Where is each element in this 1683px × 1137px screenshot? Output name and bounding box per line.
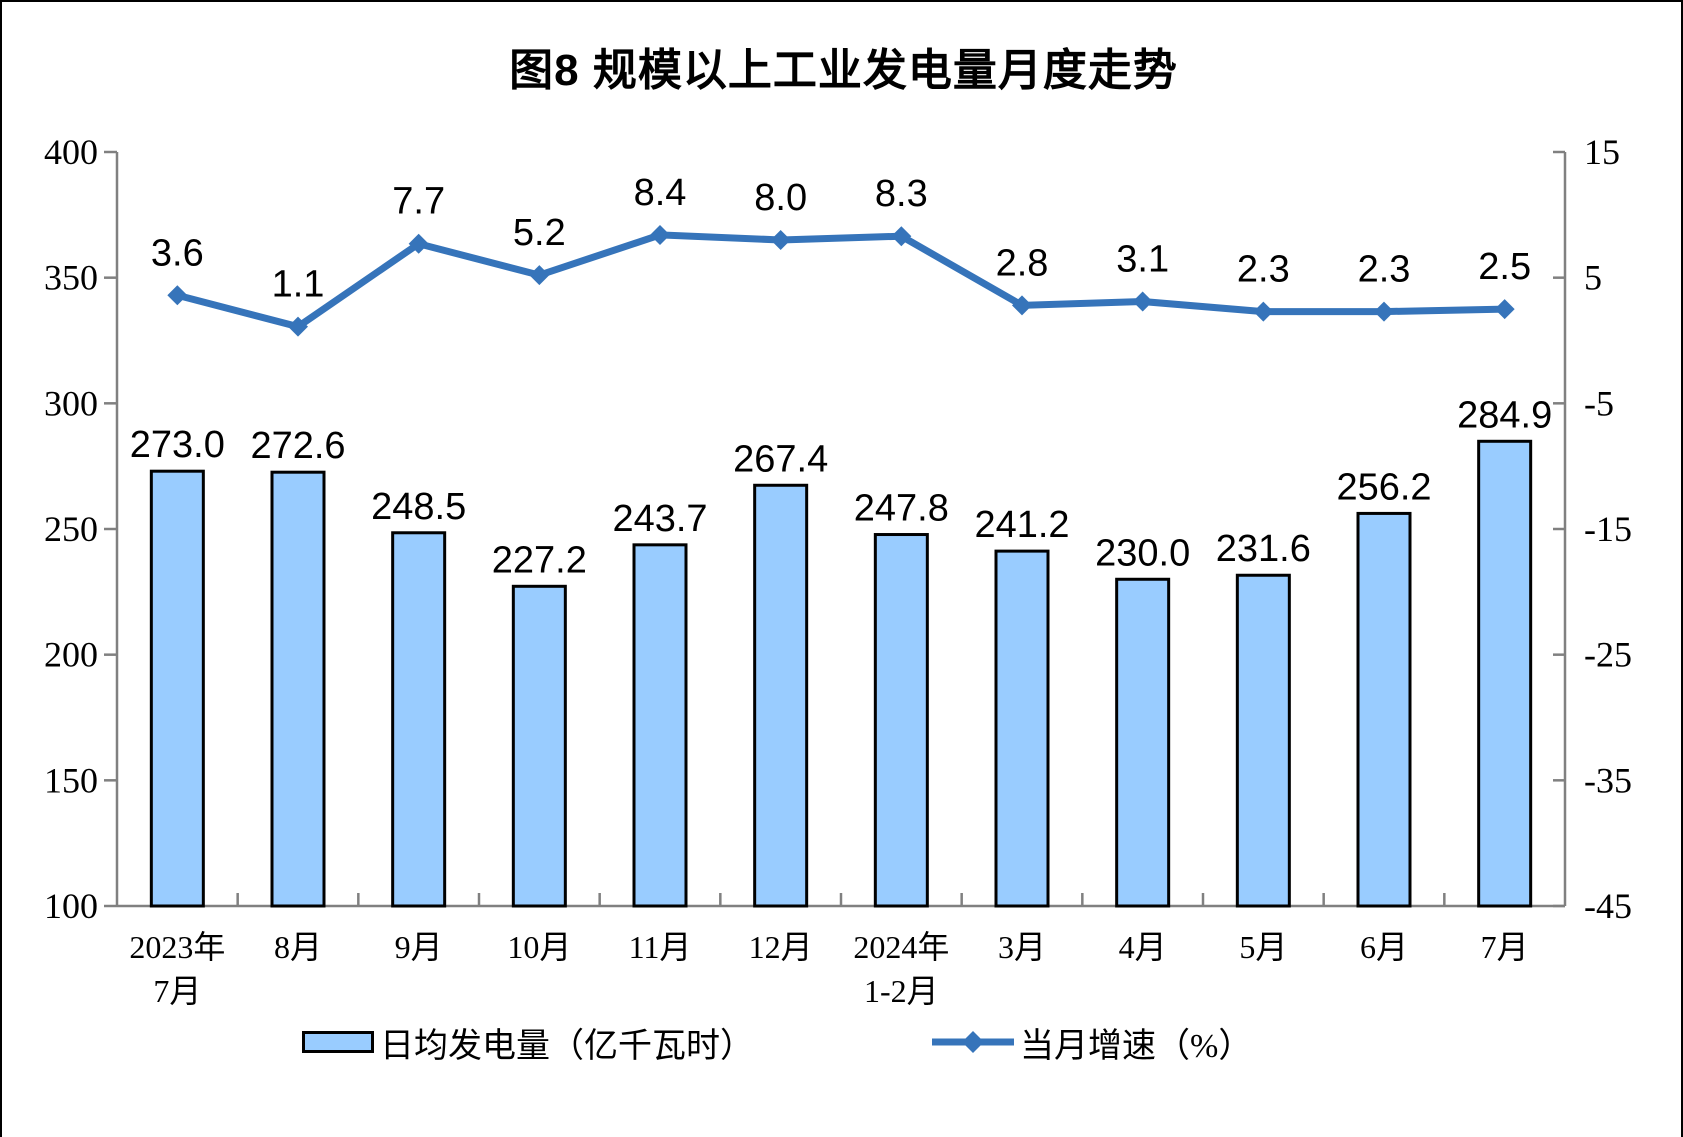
bar [632, 543, 688, 908]
bar-value-label: 284.9 [1457, 394, 1552, 436]
bar [994, 549, 1050, 908]
bar [270, 470, 326, 908]
line-marker-icon [1132, 291, 1153, 312]
left-axis-tick-label: 150 [44, 760, 98, 800]
bar [1115, 577, 1171, 908]
line-value-label: 1.1 [272, 264, 325, 306]
trend-line [176, 231, 1505, 331]
category-label: 1-2月 [864, 973, 939, 1009]
category-label: 11月 [629, 929, 692, 965]
legend-item-bars: 日均发电量（亿千瓦时） [302, 1018, 754, 1066]
line-marker-icon [288, 316, 308, 337]
category-label: 2023年 [129, 929, 225, 965]
category-label: 12月 [749, 929, 813, 965]
bar-value-label: 247.8 [854, 488, 949, 530]
right-axis-tick-label: 15 [1584, 132, 1620, 172]
left-axis-tick-label: 300 [44, 383, 98, 423]
line-marker-icon [408, 233, 429, 254]
bar-value-label: 241.2 [974, 504, 1069, 546]
bar-value-label: 230.0 [1095, 532, 1190, 574]
category-label: 7月 [1481, 929, 1529, 965]
chart-plot-canvas: 400 350 300 250 200 150 100 15 5 -5 -15 -25 -35 -45 20… [44, 132, 1632, 1009]
line-value-label: 2.8 [996, 242, 1049, 284]
bar-value-label: 273.0 [130, 424, 225, 466]
category-label: 7月 [153, 973, 201, 1009]
right-axis-tick-label: -35 [1584, 760, 1632, 800]
bar-value-label: 256.2 [1336, 466, 1431, 508]
line-marker-icon [891, 226, 912, 247]
bar-value-label: 272.6 [250, 425, 345, 467]
line-value-label: 3.6 [151, 232, 204, 274]
bar-value-label: 243.7 [612, 498, 707, 540]
left-axis-tick-label: 100 [44, 886, 98, 926]
legend-line-label: 当月增速（%） [1020, 1027, 1253, 1065]
bar [753, 483, 809, 908]
line-marker-icon [1012, 295, 1032, 316]
bar [391, 531, 447, 908]
line-value-label: 8.4 [634, 172, 687, 214]
category-label: 9月 [395, 929, 443, 965]
category-label: 6月 [1360, 929, 1408, 965]
line-marker-icon [650, 224, 670, 245]
bar [149, 469, 205, 908]
line-series-swatch-icon [932, 1031, 1014, 1053]
bar [873, 533, 929, 908]
bar-series-swatch-icon [302, 1031, 374, 1053]
bar [1477, 439, 1533, 908]
right-axis-tick-label: 5 [1584, 258, 1602, 298]
left-axis-tick-label: 400 [44, 132, 98, 172]
bar-value-label: 227.2 [492, 539, 587, 581]
line-value-label: 7.7 [392, 181, 445, 223]
bar [511, 584, 567, 908]
category-label: 2024年 [853, 929, 949, 965]
line-value-label: 2.5 [1478, 246, 1531, 288]
legend: 日均发电量（亿千瓦时） 当月增速（%） [2, 1018, 1681, 1078]
legend-item-line: 当月增速（%） [930, 1018, 1252, 1066]
line-value-label: 3.1 [1116, 239, 1169, 281]
category-label: 10月 [507, 929, 571, 965]
left-axis-tick-label: 250 [44, 509, 98, 549]
bar-value-label: 267.4 [733, 438, 828, 480]
line-marker-icon [770, 229, 791, 250]
bar-value-label: 248.5 [371, 486, 466, 528]
line-value-label: 8.3 [875, 173, 928, 215]
bar-value-label: 231.6 [1216, 528, 1311, 570]
right-axis-tick-label: -45 [1584, 886, 1632, 926]
left-axis-tick-label: 200 [44, 635, 98, 675]
line-marker-icon [1374, 301, 1394, 322]
right-axis-tick-label: -15 [1584, 509, 1632, 549]
category-label: 3月 [998, 929, 1046, 965]
category-label: 8月 [274, 929, 322, 965]
line-marker-icon [529, 265, 550, 286]
right-axis-tick-label: -25 [1584, 635, 1632, 675]
bar [1356, 511, 1412, 908]
line-value-label: 2.3 [1358, 249, 1411, 291]
line-marker-icon [1253, 301, 1274, 322]
category-label: 5月 [1239, 929, 1287, 965]
line-value-label: 5.2 [513, 212, 566, 254]
chart-title: 图8 规模以上工业发电量月度走势 [509, 46, 1178, 95]
legend-bar-label: 日均发电量（亿千瓦时） [380, 1027, 754, 1065]
bar [1235, 573, 1291, 908]
line-marker-icon [1494, 299, 1515, 320]
category-label: 4月 [1119, 929, 1167, 965]
line-value-label: 8.0 [754, 177, 807, 219]
line-value-label: 2.3 [1237, 249, 1290, 291]
right-axis-tick-label: -5 [1584, 383, 1614, 423]
left-axis-tick-label: 350 [44, 258, 98, 298]
line-marker-icon [167, 285, 188, 306]
